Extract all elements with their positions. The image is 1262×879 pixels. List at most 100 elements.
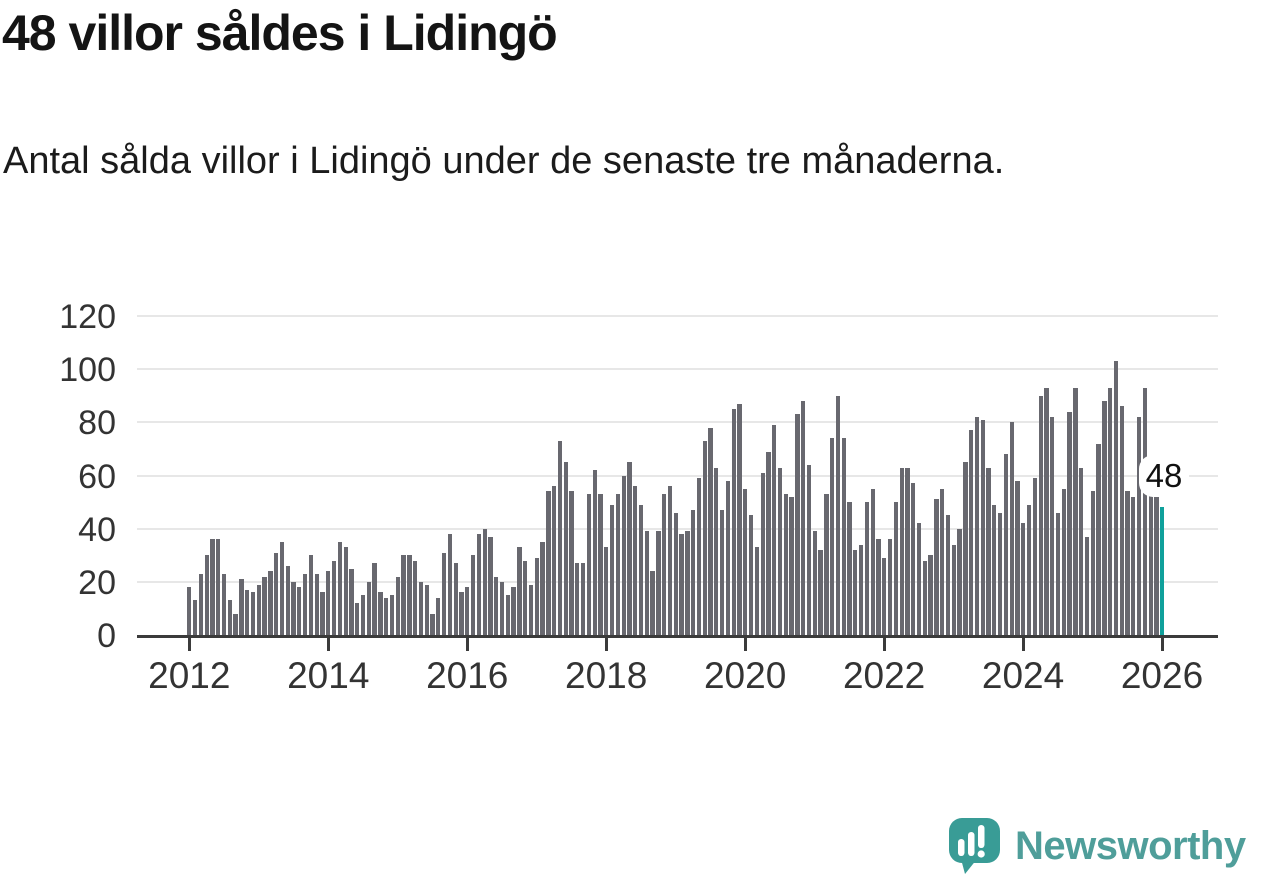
bar (1142, 387, 1148, 635)
bar (858, 544, 864, 635)
bar (1096, 443, 1101, 635)
bar (841, 438, 846, 635)
bar (488, 536, 493, 635)
bar (1125, 491, 1130, 635)
gridline-y-80 (137, 421, 1218, 424)
bar (633, 486, 638, 635)
x-tick-mark-2012 (187, 638, 191, 651)
bar (893, 502, 899, 635)
bar (824, 494, 829, 635)
bar (777, 467, 783, 635)
bar (343, 547, 348, 635)
bar (853, 549, 858, 635)
bar (737, 403, 742, 635)
x-tick-mark-2020 (743, 638, 747, 651)
bar (378, 592, 383, 635)
gridline-y-120 (137, 315, 1218, 317)
x-tick-mark-2022 (882, 638, 886, 651)
bar (262, 576, 267, 635)
bar (314, 573, 319, 635)
bar (1021, 523, 1026, 635)
bar (951, 544, 956, 635)
y-tick-label-80: 80 (78, 404, 116, 443)
bar (592, 470, 597, 635)
bar (1131, 496, 1136, 635)
bar (656, 531, 661, 635)
bar (372, 563, 377, 635)
bar (615, 494, 621, 635)
gridline-y-60 (137, 474, 1218, 477)
bar (835, 395, 841, 635)
bar-chart-plot: 0 20 40 60 80 100 120 2012 2014 2016 2018 2020 2022… (59, 298, 1218, 696)
bar (673, 512, 678, 635)
bar (1148, 459, 1153, 635)
x-tick-label-2012: 2012 (148, 655, 231, 696)
bar (308, 555, 314, 635)
bar (274, 552, 279, 635)
bar (1050, 417, 1055, 635)
bar (882, 557, 887, 635)
bar (766, 451, 771, 635)
bar (297, 587, 302, 635)
gridline-y-100 (137, 368, 1218, 371)
bar (899, 467, 904, 635)
bar (575, 563, 580, 635)
bar (934, 499, 939, 635)
y-tick-label-40: 40 (78, 510, 116, 549)
bar (1136, 417, 1142, 635)
bar (974, 417, 980, 635)
bar (216, 539, 221, 635)
bar (528, 584, 534, 635)
bar (1113, 361, 1119, 635)
bar (256, 584, 261, 635)
bar (1055, 512, 1061, 635)
x-tick-label-2024: 2024 (981, 655, 1065, 696)
bar (285, 565, 290, 635)
bar (830, 438, 835, 635)
bar (928, 555, 933, 635)
bar (459, 592, 464, 635)
bar (1090, 491, 1095, 635)
bar (818, 549, 823, 635)
bar (806, 464, 812, 635)
bar (662, 494, 667, 635)
x-tick-mark-2018 (604, 638, 608, 651)
bar (725, 480, 731, 635)
bar (384, 597, 389, 635)
bar (326, 571, 331, 635)
newsworthy-logo-icon (949, 818, 1000, 874)
bar (685, 531, 690, 635)
chart-subtitle: Antal sålda villor i Lidingö under de se… (3, 140, 1005, 182)
bar (198, 573, 204, 635)
bar (221, 573, 227, 635)
chart-title: 48 villor såldes i Lidingö (2, 5, 558, 61)
bar (801, 401, 806, 635)
bar (1084, 536, 1090, 635)
bar (239, 579, 244, 635)
bar (760, 472, 765, 635)
bar (580, 563, 586, 635)
bar (1015, 480, 1020, 635)
x-tick-mark-2016 (465, 638, 469, 651)
bar (1003, 454, 1009, 635)
bar (847, 502, 852, 635)
bar (360, 595, 366, 635)
bar (609, 504, 615, 635)
bar (470, 555, 476, 635)
bar (1119, 406, 1124, 635)
y-tick-label-20: 20 (78, 563, 116, 602)
bar (650, 571, 655, 635)
bar (644, 531, 649, 635)
bar (598, 494, 603, 635)
bar (719, 510, 725, 635)
bar (268, 571, 273, 635)
bar (366, 581, 371, 635)
bar (864, 502, 870, 635)
bar (413, 560, 418, 635)
x-tick-mark-2014 (326, 638, 330, 651)
y-tick-label-0: 0 (97, 617, 116, 655)
bar (210, 539, 215, 635)
bar (922, 560, 927, 635)
bar (1026, 504, 1032, 635)
